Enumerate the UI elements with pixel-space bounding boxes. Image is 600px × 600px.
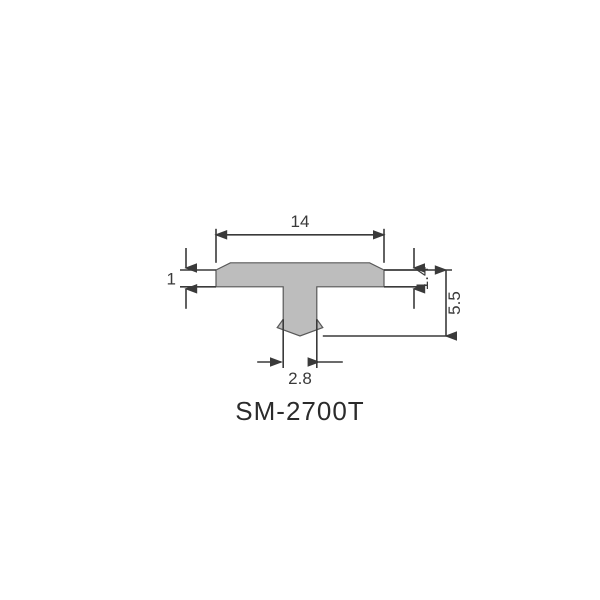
dim-left-thickness-value: 1 <box>167 269 176 288</box>
diagram-svg: 14 1 1.4 5.5 2.8 SM-2700T <box>0 0 600 600</box>
dim-bottom-stem-value: 2.8 <box>288 369 312 388</box>
profile-shape <box>216 263 384 336</box>
part-number-label: SM-2700T <box>235 396 364 426</box>
dim-top-width: 14 <box>216 212 384 263</box>
dim-left-thickness: 1 <box>167 248 216 309</box>
dim-right-height-value: 5.5 <box>445 291 464 315</box>
drawing-stage: { "diagram": { "type": "engineering-prof… <box>0 0 600 600</box>
dim-top-width-value: 14 <box>291 212 310 231</box>
dim-right-cap: 1.4 <box>384 248 432 309</box>
